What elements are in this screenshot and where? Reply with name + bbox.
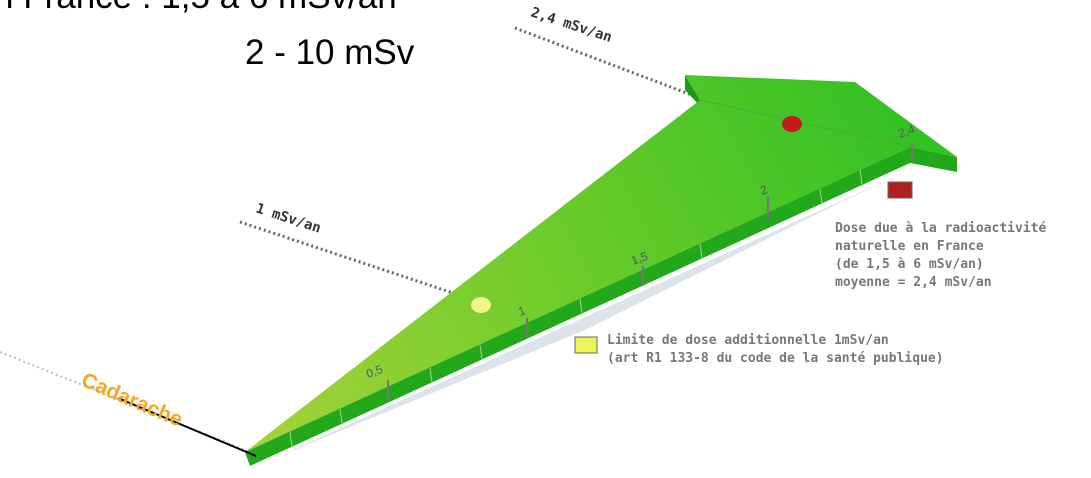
shadow (270, 172, 905, 460)
scale-label: 1 (516, 303, 527, 319)
origin-label: Cadarache (78, 368, 186, 431)
legend-natural: moyenne = 2,4 mSv/an (835, 275, 992, 290)
legend-limit: (art R1 133-8 du code de la santé publiq… (607, 351, 944, 366)
legend-natural: (de 1,5 à 6 mSv/an) (835, 257, 984, 272)
origin-underline (117, 397, 257, 457)
limit-dot (471, 297, 491, 313)
limit-line (239, 220, 481, 304)
natural-marker: 2,4 mSv/an (529, 5, 614, 46)
scale-label: 0,5 (364, 362, 385, 381)
arrow-top (245, 75, 957, 452)
header-line2: 2 - 10 mSv (245, 33, 415, 72)
legend-limit: Limite de dose additionnelle 1mSv/an (607, 333, 889, 348)
legend-natural: Dose due à la radioactivité (835, 221, 1046, 236)
arrow-segments (289, 169, 863, 447)
scale-label: 2,4 (896, 122, 917, 141)
legend-swatch-limit (574, 336, 598, 354)
scale-label: 1,5 (629, 249, 650, 268)
legend-swatch-natural (887, 181, 913, 199)
scale-ticks (387, 143, 913, 402)
natural-dot (782, 116, 802, 132)
legend-natural: naturelle en France (835, 239, 984, 254)
arrow-ridge (699, 99, 911, 148)
header-line1: n France : 1,5 à 6 mSv/an (0, 0, 397, 16)
scale-label: 2 (758, 182, 769, 198)
arrow-notch (685, 75, 700, 106)
arrow-side (245, 147, 957, 466)
